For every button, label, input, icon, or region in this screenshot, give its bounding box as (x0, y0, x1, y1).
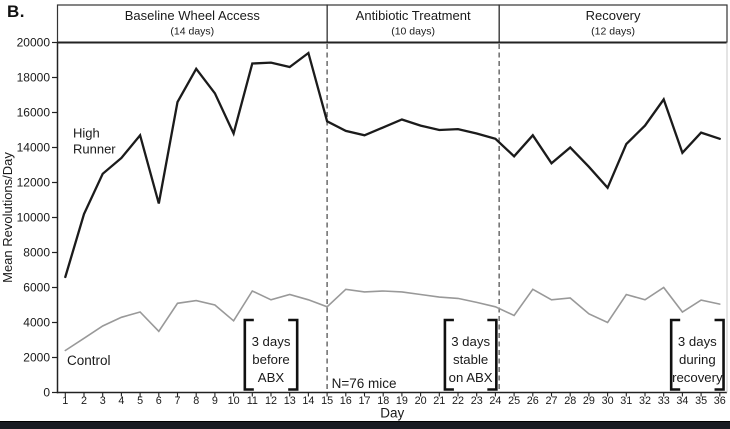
x-tick-label: 4 (118, 395, 124, 407)
bottom-dark-bar (0, 421, 730, 429)
bracket-text: stable (453, 352, 488, 367)
x-tick-label: 30 (602, 395, 614, 407)
x-tick-label: 10 (228, 395, 240, 407)
y-tick-label: 4000 (23, 316, 50, 330)
bracket-text: 3 days (678, 334, 717, 349)
series-label-high-runner: High (73, 126, 100, 141)
x-tick-label: 15 (321, 395, 333, 407)
x-tick-label: 35 (695, 395, 707, 407)
x-tick-label: 36 (714, 395, 726, 407)
y-tick-label: 20000 (17, 36, 51, 50)
y-tick-label: 18000 (17, 71, 51, 85)
x-tick-label: 32 (639, 395, 651, 407)
x-tick-label: 5 (137, 395, 143, 407)
x-tick-label: 3 (100, 395, 106, 407)
x-tick-label: 14 (302, 395, 314, 407)
x-tick-label: 31 (620, 395, 632, 407)
y-axis-title: Mean Revolutions/Day (0, 152, 15, 283)
y-tick-label: 8000 (23, 246, 50, 260)
header-phase-title: Baseline Wheel Access (125, 8, 261, 23)
x-tick-label: 9 (212, 395, 218, 407)
x-tick-label: 33 (658, 395, 670, 407)
panel-label: B. (7, 2, 25, 21)
x-tick-label: 11 (247, 395, 258, 407)
x-tick-label: 17 (358, 395, 370, 407)
x-tick-label: 21 (433, 395, 445, 407)
series-line-control (64, 286, 721, 352)
x-tick-label: 13 (284, 395, 296, 407)
x-tick-label: 8 (193, 395, 199, 407)
header-phase-title: Antibiotic Treatment (356, 8, 471, 23)
x-tick-label: 29 (583, 395, 595, 407)
x-axis-title: Day (380, 406, 404, 421)
x-tick-label: 27 (545, 395, 557, 407)
x-tick-label: 23 (471, 395, 483, 407)
x-tick-label: 28 (564, 395, 576, 407)
bracket-text: before (252, 352, 289, 367)
header-phase-title: Recovery (586, 8, 641, 23)
y-tick-label: 0 (43, 386, 50, 400)
header-phase-subtitle: (10 days) (391, 26, 435, 38)
x-tick-label: 25 (508, 395, 520, 407)
x-tick-label: 18 (377, 395, 389, 407)
y-tick-label: 16000 (17, 106, 51, 120)
series-line-high-runner (64, 51, 721, 279)
x-tick-label: 1 (62, 395, 68, 407)
bracket-right (487, 318, 498, 391)
y-tick-label: 2000 (23, 351, 50, 365)
y-tick-label: 12000 (17, 176, 51, 190)
y-tick-label: 14000 (17, 141, 51, 155)
bracket-left (669, 318, 681, 391)
x-tick-label: 34 (676, 395, 688, 407)
header-phase-subtitle: (14 days) (170, 26, 214, 38)
bracket-text: ABX (258, 370, 285, 385)
bracket-left (443, 318, 454, 391)
bracket-text: recovery (672, 370, 723, 385)
header-phase-subtitle: (12 days) (591, 26, 635, 38)
y-tick-label: 6000 (23, 281, 50, 295)
x-tick-label: 2 (81, 395, 87, 407)
x-tick-label: 20 (415, 395, 427, 407)
x-tick-label: 19 (396, 395, 408, 407)
x-tick-label: 7 (174, 395, 180, 407)
x-tick-label: 12 (265, 395, 277, 407)
series-label-high-runner: Runner (73, 142, 116, 157)
bracket-right (714, 318, 725, 391)
bracket-text: 3 days (252, 334, 291, 349)
bracket-left (243, 318, 254, 391)
sample-size-label: N=76 mice (332, 376, 397, 391)
x-tick-label: 26 (527, 395, 539, 407)
x-tick-label: 22 (452, 395, 464, 407)
series-label-control: Control (67, 353, 111, 368)
bracket-right (288, 318, 299, 391)
x-tick-label: 24 (489, 395, 501, 407)
bracket-text: during (679, 352, 716, 367)
bracket-text: on ABX (449, 370, 493, 385)
bracket-text: 3 days (451, 334, 490, 349)
y-tick-label: 10000 (17, 211, 51, 225)
x-tick-label: 16 (340, 395, 352, 407)
x-tick-label: 6 (156, 395, 162, 407)
